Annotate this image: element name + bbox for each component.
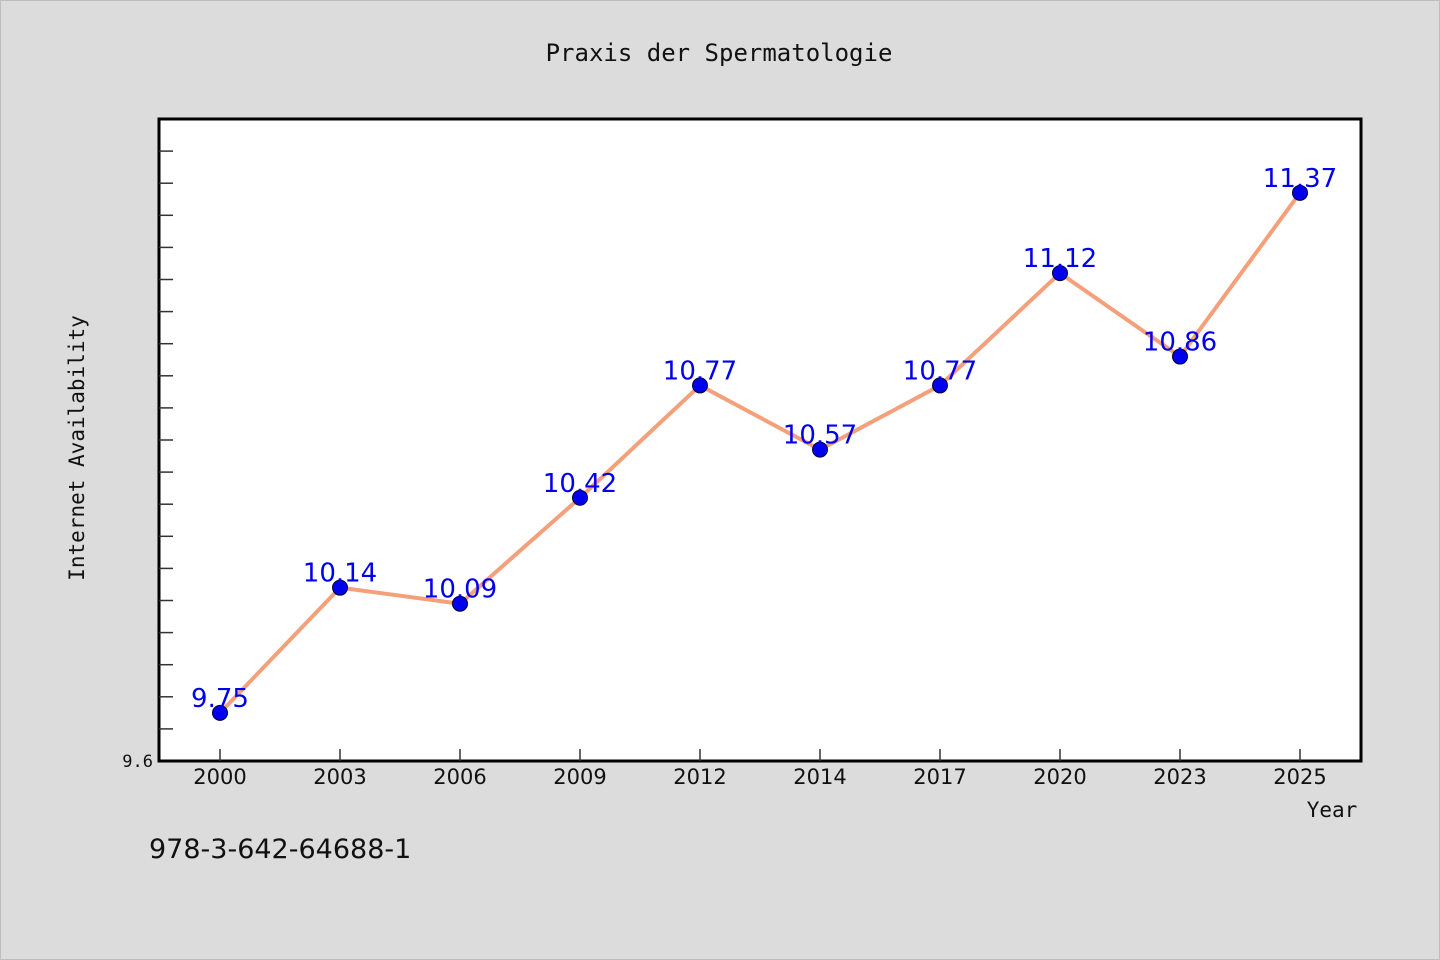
series-line	[218, 191, 1302, 715]
data-point	[1292, 184, 1308, 201]
data-point	[572, 489, 588, 506]
isbn-text: 978-3-642-64688-1	[149, 834, 412, 865]
data-point	[812, 441, 828, 458]
x-tick-label: 2025	[1273, 765, 1326, 789]
data-point	[212, 704, 228, 721]
y-axis-label: Internet Availability	[65, 315, 89, 581]
data-label: 10.57	[783, 421, 857, 451]
data-markers	[212, 184, 1308, 721]
data-point	[1052, 265, 1068, 282]
data-label: 10.77	[903, 356, 977, 386]
data-point	[692, 377, 708, 394]
data-point	[1172, 348, 1188, 365]
data-label: 10.14	[303, 559, 377, 589]
data-label: 10.86	[1143, 328, 1217, 358]
data-point	[332, 579, 348, 596]
data-label: 9.75	[191, 684, 249, 714]
x-tick-label: 2020	[1033, 765, 1086, 789]
x-tick-label: 2012	[673, 765, 726, 789]
data-label: 10.77	[663, 356, 737, 386]
plot-area	[157, 117, 1363, 763]
y-axis-ticks: 9.6	[122, 150, 173, 772]
x-tick-label: 2003	[313, 765, 366, 789]
y-tick-label: 9.6	[122, 752, 153, 772]
data-label: 10.09	[423, 575, 497, 605]
data-labels: 9.75 10.14 10.09 10.42 10.77 10.57 10.77 11.12 1…	[191, 164, 1337, 714]
data-label: 11.12	[1023, 244, 1097, 274]
chart-title: Praxis der Spermatologie	[546, 39, 893, 67]
x-tick-label: 2017	[913, 765, 966, 789]
data-point	[932, 377, 948, 394]
x-tick-label: 2000	[193, 765, 246, 789]
data-point	[452, 595, 468, 612]
x-tick-label: 2023	[1153, 765, 1206, 789]
x-axis-label: Year	[1307, 798, 1358, 822]
data-label: 10.42	[543, 469, 617, 499]
x-tick-label: 2006	[433, 765, 486, 789]
x-tick-label: 2014	[793, 765, 846, 789]
data-label: 11.37	[1263, 164, 1337, 194]
x-axis-ticks: 2000 2003 2006 2009 2012 2014 2017 2020 2023 2025	[193, 749, 1327, 789]
x-tick-label: 2009	[553, 765, 606, 789]
